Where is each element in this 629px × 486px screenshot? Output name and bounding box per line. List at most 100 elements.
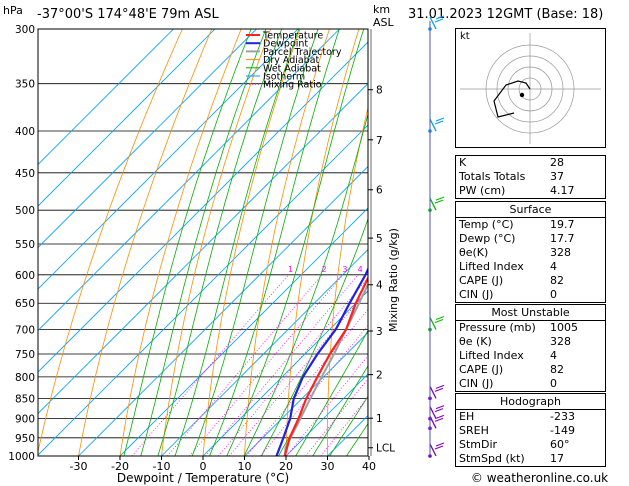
location-label: -37°00'S 174°48'E 79m ASL: [37, 7, 219, 22]
wind-barb-flag: [434, 445, 444, 450]
dry-adiabat-line: [202, 29, 301, 456]
mixing-ratio-label: 1: [288, 265, 293, 274]
wind-barb-flag: [434, 120, 444, 125]
wind-barb: [429, 406, 437, 419]
pressure-tick-label: 750: [15, 349, 35, 361]
wet-adiabat-line: [295, 329, 368, 456]
mu-row: Pressure (mb) 1005: [456, 321, 605, 335]
surface-value: 4: [550, 260, 557, 273]
mixing-ratio-line: [286, 355, 368, 456]
surface-panel: Surface Temp (°C) 19.7 Dewp (°C) 17.7 θe(K…: [455, 201, 606, 303]
pressure-tick-label: 950: [15, 433, 35, 445]
surface-value: 17.7: [550, 232, 575, 245]
isotherm-line: [119, 207, 368, 456]
dry-adiabat-line: [326, 105, 368, 456]
totals-value: 37: [550, 170, 564, 183]
height-tick-label: 6: [376, 185, 383, 197]
mu-row: Lifted Index 4: [456, 349, 605, 363]
surface-value: 82: [550, 274, 564, 287]
indices-panel: K 28 Totals Totals 37 PW (cm) 4.17: [455, 155, 606, 199]
hodo-value: 17: [550, 452, 564, 465]
wind-barb-flag: [434, 199, 444, 204]
pressure-tick-label: 700: [15, 325, 35, 337]
isotherm-line: [38, 124, 368, 456]
pressure-tick-label: 350: [15, 79, 35, 91]
datetime-label: 31.01.2023 12GMT (Base: 18): [408, 7, 604, 22]
legend-label: Dry Adiabat: [263, 55, 320, 66]
x-tick-label: 20: [279, 460, 293, 473]
pressure-tick-label: 550: [15, 239, 35, 251]
pressure-tick-label: 500: [15, 205, 35, 217]
surface-label: θe(K): [459, 246, 489, 259]
dry-adiabat-line: [38, 29, 183, 454]
x-tick-label: -10: [153, 460, 171, 473]
pressure-tick-label: 450: [15, 168, 35, 180]
mixing-ratio-label: 15: [431, 265, 441, 274]
x-axis-label: Dewpoint / Temperature (°C): [117, 471, 289, 485]
most-unstable-title: Most Unstable: [456, 305, 605, 321]
mu-label: Lifted Index: [459, 349, 524, 362]
wind-barb: [429, 16, 437, 30]
mu-value: 0: [550, 377, 557, 390]
hodo-label: StmDir: [459, 438, 498, 451]
pressure-tick-label: 600: [15, 270, 35, 282]
wet-adiabat-line: [140, 29, 267, 456]
mu-label: θe (K): [459, 335, 492, 348]
pw-label: PW (cm): [459, 184, 506, 197]
surface-label: Lifted Index: [459, 260, 524, 273]
mixing-ratio-label: 2: [322, 265, 327, 274]
isotherm-line: [78, 165, 368, 456]
wind-barb: [429, 118, 437, 132]
hodo-value: -233: [550, 410, 575, 423]
wet-adiabat-line: [329, 395, 368, 456]
k-value: 28: [550, 156, 564, 169]
surface-label: Temp (°C): [459, 218, 514, 231]
dry-adiabat-line: [244, 29, 330, 456]
wind-barb-flag: [434, 318, 444, 324]
surface-row: θe(K) 328: [456, 246, 605, 260]
mu-label: CIN (J): [459, 377, 494, 390]
wind-barb-flag: [434, 387, 444, 392]
hodo-label: SREH: [459, 424, 489, 437]
temperature-line: [283, 275, 368, 456]
isotherm-line: [161, 248, 368, 456]
plot-area: 123456810152025: [38, 0, 629, 473]
x-tick-label: -20: [111, 460, 129, 473]
mu-value: 328: [550, 335, 571, 348]
wind-barb: [429, 197, 437, 211]
pressure-tick-label: 650: [15, 298, 35, 310]
wet-adiabat-line: [346, 422, 368, 456]
mixing-ratio-line: [228, 289, 368, 456]
isotherm-line: [202, 290, 368, 456]
surface-value: 0: [550, 288, 557, 301]
dry-adiabat-line: [618, 0, 629, 473]
mixing-ratio-line: [260, 324, 368, 456]
x-tick-label: -30: [70, 460, 88, 473]
copyright-footer: © weatheronline.co.uk: [470, 471, 609, 485]
height-tick-label: 1: [376, 413, 383, 425]
mixing-ratio-line: [189, 274, 344, 456]
height-tick-label: 3: [376, 326, 383, 338]
wind-barb: [429, 443, 437, 457]
mu-value: 82: [550, 363, 564, 376]
hodo-value: -149: [550, 424, 575, 437]
wet-adiabat-line: [174, 29, 300, 456]
mu-value: 1005: [550, 321, 578, 334]
x-tick-label: 0: [200, 460, 207, 473]
height-tick-label: LCL: [376, 443, 395, 455]
isotherm-line: [38, 82, 368, 415]
surface-title: Surface: [456, 202, 605, 218]
legend-label: Mixing Ratio: [263, 80, 322, 91]
legend-label: Parcel Trajectory: [263, 47, 342, 58]
surface-row: Dewp (°C) 17.7: [456, 232, 605, 246]
hodo-row: StmDir 60°: [456, 438, 605, 452]
wet-adiabat-line: [157, 29, 283, 456]
hodograph-table-title: Hodograph: [456, 394, 605, 410]
hodograph-trace: [493, 80, 531, 118]
pressure-tick-label: 800: [15, 372, 35, 384]
mu-row: θe (K) 328: [456, 335, 605, 349]
mu-row: CAPE (J) 82: [456, 363, 605, 377]
height-tick-label: 7: [376, 135, 383, 147]
totals-label: Totals Totals: [459, 170, 526, 183]
